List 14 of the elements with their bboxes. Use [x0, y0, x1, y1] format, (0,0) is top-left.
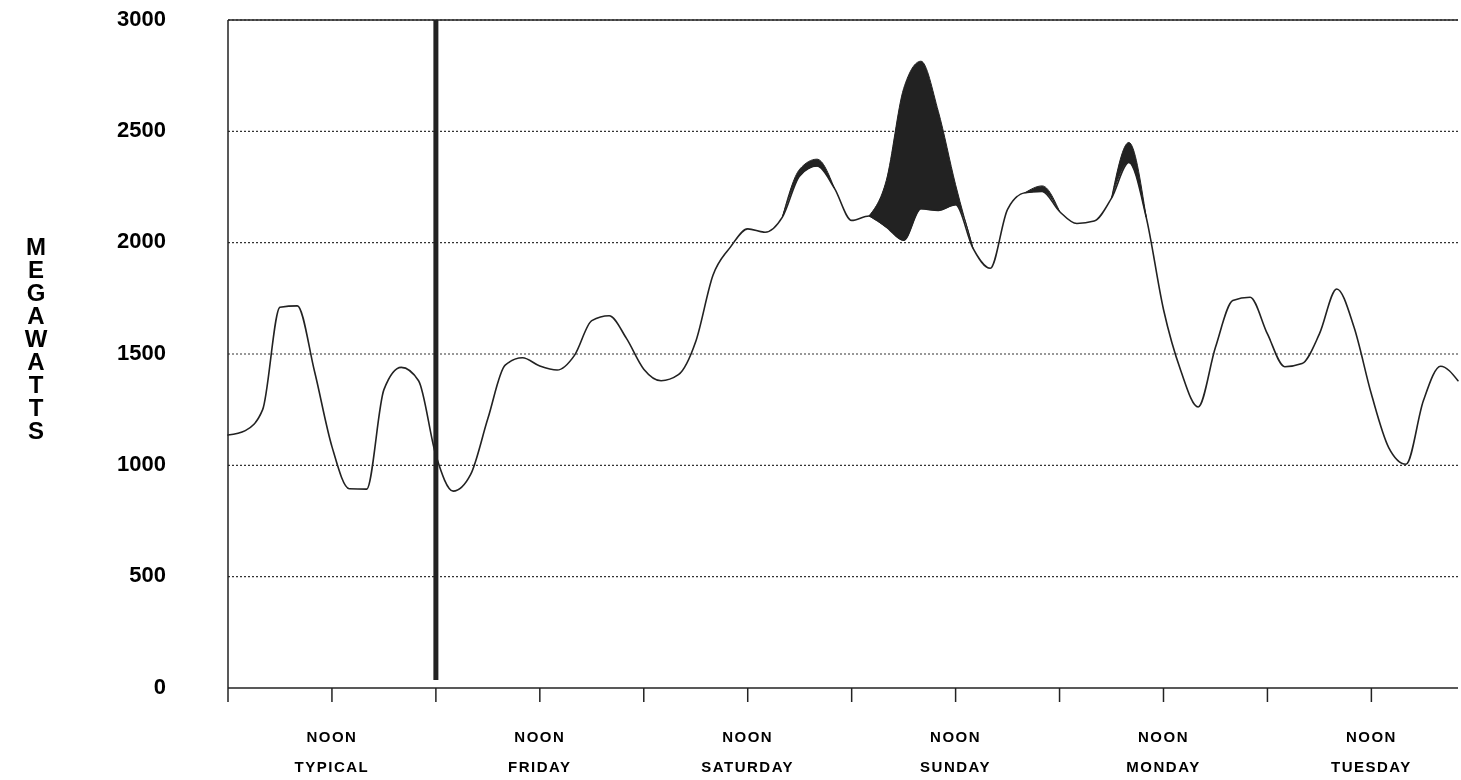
y-tick-label: 3000 — [117, 5, 166, 31]
text: MEGAWATTS — [24, 233, 48, 444]
x-tick-label: NOON TYPICAL — [294, 728, 370, 775]
x-tick-label: NOON TUESDAY — [1330, 728, 1412, 775]
x-tick-label: NOON SATURDAY — [701, 728, 795, 775]
x-tick-label: NOON MONDAY — [1126, 728, 1201, 775]
y-tick-label: 500 — [129, 562, 166, 588]
y-tick-label: 0 — [153, 673, 166, 699]
x-tick-label: NOON SUNDAY — [920, 728, 992, 775]
y-tick-label: 1500 — [117, 339, 166, 365]
y-tick-label: 2000 — [117, 228, 166, 254]
y-tick-label: 2500 — [117, 117, 166, 143]
x-tick-label: NOON FRIDAY — [508, 728, 572, 775]
y-tick-label: 1000 — [117, 451, 166, 477]
